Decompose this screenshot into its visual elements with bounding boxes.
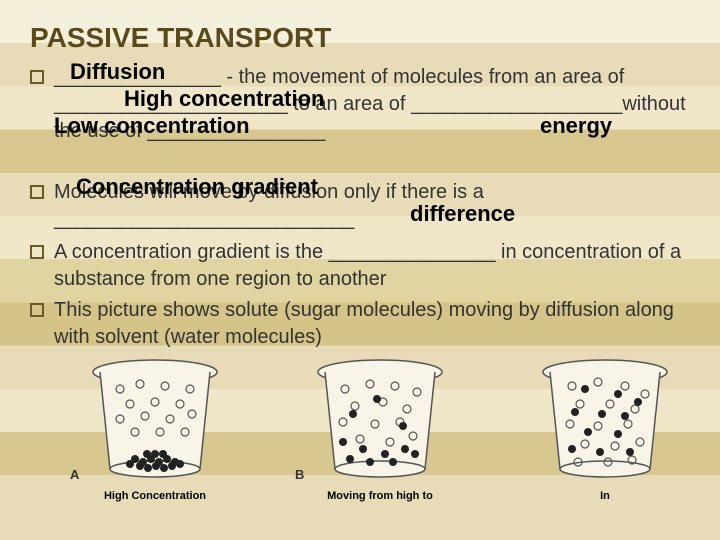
overlay-diffusion: Diffusion	[70, 59, 165, 85]
bullet-4: This picture shows solute (sugar molecul…	[30, 297, 690, 351]
caption-b: Moving from high to	[327, 490, 433, 502]
caption-c: In	[600, 490, 610, 502]
bullet-3-text: A concentration gradient is the ________…	[54, 239, 690, 293]
diagram-b-col: B Moving from high to	[305, 354, 455, 502]
overlay-concentration-gradient: Concentration gradient	[76, 174, 318, 200]
slide-title: PASSIVE TRANSPORT	[30, 22, 690, 54]
bullet-icon	[30, 70, 44, 84]
caption-a: High Concentration	[104, 490, 206, 502]
beaker-a: A	[80, 354, 230, 484]
overlay-difference: difference	[410, 201, 515, 227]
label-b: B	[295, 467, 304, 482]
bullet-4-text: This picture shows solute (sugar molecul…	[54, 297, 690, 351]
overlay-energy: energy	[540, 113, 612, 139]
bullet-3: A concentration gradient is the ________…	[30, 239, 690, 293]
beaker-c	[530, 354, 680, 484]
overlay-high-concentration: High concentration	[124, 86, 324, 112]
diagram-c-col: In	[530, 354, 680, 502]
bullet-icon	[30, 303, 44, 317]
beaker-b: B	[305, 354, 455, 484]
diagram-a-col: A High Concentration	[80, 354, 230, 502]
overlay-low-concentration: Low concentration	[54, 113, 250, 139]
label-a: A	[70, 467, 79, 482]
bullet-icon	[30, 245, 44, 259]
diagram-row: A High Concentration	[80, 354, 680, 502]
slide-container: PASSIVE TRANSPORT _______________ - the …	[0, 0, 720, 540]
bullet-icon	[30, 185, 44, 199]
